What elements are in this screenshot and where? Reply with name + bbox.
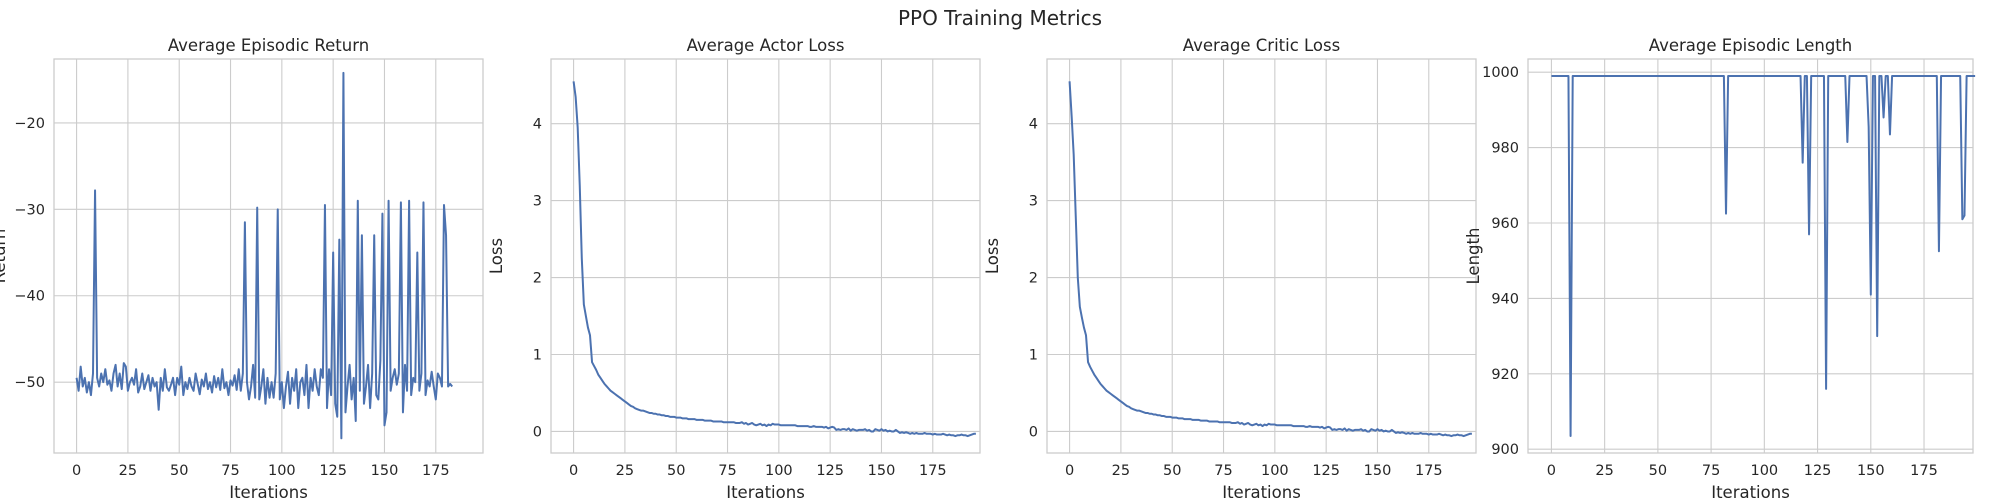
y-tick-label: 900 [1491,442,1519,458]
x-tick-label: 75 [221,463,239,479]
x-axis-label: Iterations [726,483,805,500]
x-tick-label: 100 [1261,463,1289,479]
x-tick-label: 0 [569,463,578,479]
y-tick-label: 4 [1029,117,1038,133]
y-tick-label: 980 [1491,141,1519,157]
x-tick-label: 100 [765,463,793,479]
y-tick-label: −30 [14,202,45,218]
chart-panel-1: 0 25 50 75 100 125 150 175 −20 −30 −40 −50 Average E… [0,36,484,500]
x-tick-label: 50 [1163,463,1181,479]
panel-title: Average Episodic Return [168,36,369,55]
x-axis-label: Iterations [1711,483,1790,500]
y-tick-label: 0 [533,424,542,440]
x-tick-label: 100 [268,463,296,479]
x-axis-label: Iterations [1222,483,1301,500]
plot-area-frame [1527,58,1974,454]
series-line-1 [1068,81,1472,438]
x-tick-label: 150 [868,463,896,479]
chart-panel-2: 0 25 50 75 100 125 150 175 0 1 2 3 4 Average Actor Lo… [487,36,981,500]
chart-panel-3: 0 25 50 75 100 125 150 175 0 1 2 3 4 Average Critic L… [983,36,1477,500]
y-tick-label: 2 [533,271,542,287]
x-tick-label: 125 [816,463,844,479]
x-tick-label: 50 [170,463,188,479]
y-tick-label: 1 [1029,348,1038,364]
x-tick-label: 25 [1595,463,1613,479]
y-tick-label: 3 [1029,194,1038,210]
x-tick-label: 0 [1065,463,1074,479]
y-axis-label: Loss [983,238,1002,274]
x-tick-label: 175 [1910,463,1938,479]
chart-panel-4: 0 25 50 75 100 125 150 175 900 920 940 960 980 1000 Av… [1464,36,1976,500]
plot-area-frame [53,58,484,454]
y-tick-label: 940 [1491,291,1519,307]
x-tick-label: 25 [1112,463,1130,479]
panel-title: Average Critic Loss [1183,36,1340,55]
x-axis-label: Iterations [229,483,308,500]
figure-title: PPO Training Metrics [898,6,1102,30]
x-tick-label: 100 [1750,463,1778,479]
x-tick-label: 75 [1702,463,1720,479]
x-tick-label: 125 [319,463,347,479]
x-tick-label: 0 [72,463,81,479]
panel-title: Average Actor Loss [687,36,845,55]
x-tick-label: 150 [371,463,399,479]
x-tick-label: 175 [1415,463,1443,479]
y-axis-label: Loss [487,238,506,274]
x-tick-label: 150 [1364,463,1392,479]
x-tick-label: 75 [1214,463,1232,479]
y-axis-label: Length [1464,228,1483,285]
series-line-1 [75,71,453,440]
y-tick-label: 3 [533,194,542,210]
plot-area-frame [550,58,981,454]
x-tick-label: 25 [616,463,634,479]
x-tick-label: 175 [919,463,947,479]
y-axis-label: Return [0,229,9,284]
y-tick-label: 0 [1029,424,1038,440]
x-tick-label: 0 [1547,463,1556,479]
y-tick-label: 960 [1491,216,1519,232]
y-tick-label: −50 [14,375,45,391]
x-tick-label: 125 [1312,463,1340,479]
x-tick-label: 75 [718,463,736,479]
y-tick-label: 2 [1029,271,1038,287]
y-tick-label: −40 [14,289,45,305]
x-tick-label: 50 [667,463,685,479]
plot-area-frame [1046,58,1477,454]
series-line-1 [1551,74,1976,438]
x-tick-label: 125 [1804,463,1832,479]
x-tick-label: 175 [422,463,450,479]
y-tick-label: 1000 [1482,65,1519,81]
x-tick-label: 50 [1649,463,1667,479]
x-tick-label: 25 [119,463,137,479]
series-line-1 [572,81,976,438]
y-tick-label: 1 [533,348,542,364]
x-tick-label: 150 [1857,463,1885,479]
y-tick-label: −20 [14,116,45,132]
y-tick-label: 4 [533,117,542,133]
y-tick-label: 920 [1491,367,1519,383]
panel-title: Average Episodic Length [1649,36,1852,55]
